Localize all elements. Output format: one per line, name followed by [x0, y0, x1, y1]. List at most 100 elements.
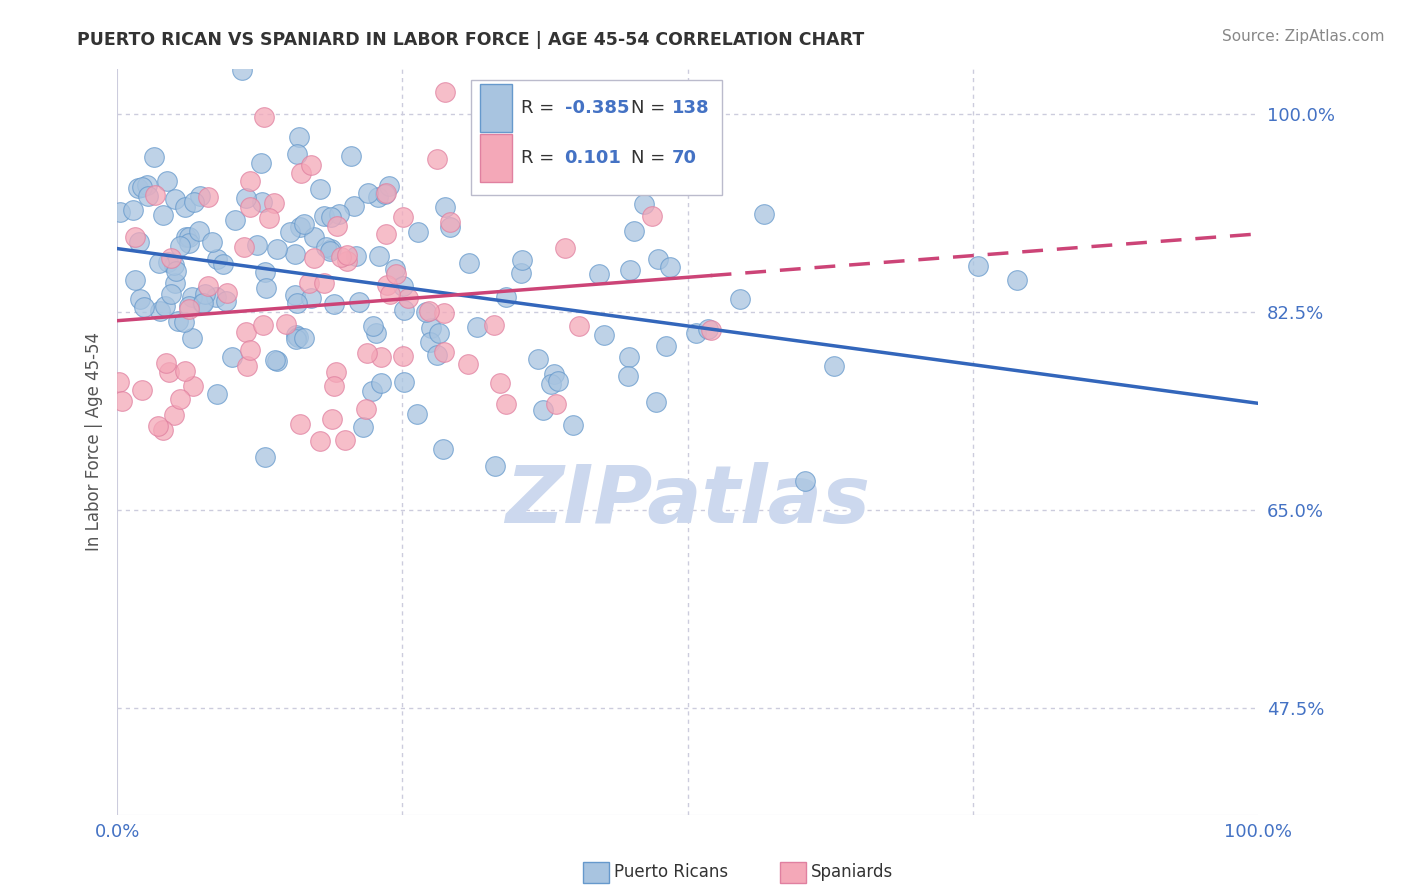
Point: [510, 252, 533, 267]
Point: [254, 281, 277, 295]
Point: [302, 229, 325, 244]
Point: [231, 63, 253, 78]
Point: [429, 326, 451, 341]
Point: [375, 227, 398, 241]
Point: [321, 210, 343, 224]
Point: [148, 419, 170, 434]
Point: [392, 349, 415, 363]
Point: [263, 352, 285, 367]
Point: [354, 401, 377, 416]
Point: [173, 315, 195, 329]
Point: [191, 296, 214, 310]
Point: [152, 423, 174, 437]
Point: [174, 200, 197, 214]
Point: [370, 376, 392, 390]
Point: [344, 249, 367, 263]
Point: [266, 242, 288, 256]
Point: [179, 230, 201, 244]
Point: [298, 276, 321, 290]
Point: [561, 417, 583, 432]
Point: [207, 386, 229, 401]
Point: [419, 334, 441, 349]
Y-axis label: In Labor Force | Age 45-54: In Labor Force | Age 45-54: [86, 332, 103, 551]
Point: [128, 235, 150, 249]
Point: [235, 191, 257, 205]
Point: [645, 395, 668, 409]
Point: [384, 262, 406, 277]
Point: [284, 327, 307, 342]
Text: Spaniards: Spaniards: [811, 863, 893, 881]
Point: [163, 258, 186, 272]
Point: [426, 152, 449, 166]
Point: [484, 458, 506, 473]
Point: [489, 376, 512, 390]
FancyBboxPatch shape: [471, 79, 723, 195]
Point: [325, 365, 347, 379]
Point: [374, 186, 396, 201]
Point: [232, 240, 254, 254]
Point: [352, 420, 374, 434]
Text: 138: 138: [672, 99, 710, 117]
Text: ZIPatlas: ZIPatlas: [505, 462, 870, 541]
Point: [188, 189, 211, 203]
Point: [531, 403, 554, 417]
Point: [623, 224, 645, 238]
Point: [339, 148, 361, 162]
Point: [157, 366, 180, 380]
Point: [392, 211, 415, 225]
Point: [155, 299, 177, 313]
Point: [540, 377, 562, 392]
Point: [368, 249, 391, 263]
Point: [143, 149, 166, 163]
Point: [287, 130, 309, 145]
Point: [415, 305, 437, 319]
Point: [543, 367, 565, 381]
Point: [465, 320, 488, 334]
Point: [250, 195, 273, 210]
Point: [167, 314, 190, 328]
Point: [433, 306, 456, 320]
Point: [197, 279, 219, 293]
Point: [177, 300, 200, 314]
Point: [131, 179, 153, 194]
Point: [641, 209, 664, 223]
Point: [554, 241, 576, 255]
Point: [236, 359, 259, 374]
Point: [299, 158, 322, 172]
Point: [163, 408, 186, 422]
Point: [457, 255, 479, 269]
Point: [546, 397, 568, 411]
Point: [647, 252, 669, 267]
Point: [299, 291, 322, 305]
Point: [394, 376, 416, 390]
Point: [253, 110, 276, 124]
Point: [396, 291, 419, 305]
Point: [752, 206, 775, 220]
Point: [432, 442, 454, 456]
Point: [235, 325, 257, 339]
Point: [252, 318, 274, 332]
Point: [145, 188, 167, 202]
Point: [343, 199, 366, 213]
Point: [495, 290, 517, 304]
Point: [659, 260, 682, 275]
Text: R =: R =: [522, 149, 560, 167]
Text: -0.385: -0.385: [565, 99, 628, 117]
Point: [347, 295, 370, 310]
Point: [239, 200, 262, 214]
Point: [336, 248, 359, 262]
Point: [249, 156, 271, 170]
Point: [335, 433, 357, 447]
Point: [135, 178, 157, 192]
Point: [439, 220, 461, 235]
Point: [495, 396, 517, 410]
Point: [156, 173, 179, 187]
Point: [592, 327, 614, 342]
Text: 70: 70: [672, 149, 697, 167]
Point: [370, 351, 392, 365]
Point: [547, 375, 569, 389]
Point: [174, 363, 197, 377]
Point: [1005, 273, 1028, 287]
Point: [160, 287, 183, 301]
Text: R =: R =: [522, 99, 560, 117]
